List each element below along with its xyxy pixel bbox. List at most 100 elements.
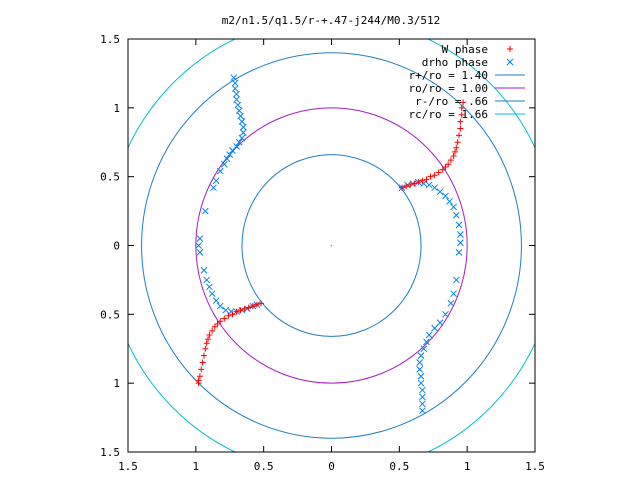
data-point [205, 336, 212, 343]
data-point [445, 161, 452, 168]
data-point [447, 157, 454, 164]
data-point [231, 85, 239, 92]
data-point [417, 372, 425, 380]
data-point [420, 345, 428, 353]
data-point [457, 118, 464, 125]
data-series [195, 74, 467, 415]
data-point [425, 331, 433, 339]
data-point [237, 112, 244, 120]
data-point [233, 308, 240, 315]
legend-label: r+/ro = 1.40 [409, 69, 488, 82]
data-point [427, 173, 434, 180]
legend-label: rc/ro = 1.66 [409, 108, 488, 121]
data-point [239, 123, 247, 131]
data-point [442, 192, 449, 200]
y-tick-label: 1 [113, 377, 120, 390]
x-tick-label: 1 [464, 460, 471, 473]
data-point [419, 407, 426, 415]
series-drho-phase [195, 74, 464, 415]
data-point [237, 307, 244, 314]
chart-title: m2/n1.5/q1.5/r-+.47-j244/M0.3/512 [222, 14, 441, 27]
data-point [195, 242, 202, 249]
center-point [330, 244, 333, 247]
y-tick-label: 1.5 [100, 446, 120, 459]
data-point [238, 118, 246, 125]
data-point [227, 308, 235, 315]
legend-label: W phase [442, 43, 488, 56]
data-point [235, 138, 243, 146]
data-point [206, 331, 213, 338]
y-tick-label: 0.5 [100, 171, 120, 184]
data-point [431, 324, 438, 332]
data-point [241, 305, 248, 312]
x-tick-label: 1 [193, 460, 200, 473]
data-point [442, 310, 449, 318]
data-point [212, 177, 220, 185]
series-w-phase [195, 99, 467, 387]
data-point [253, 301, 260, 308]
data-point [439, 166, 446, 173]
reference-circles [128, 39, 535, 452]
data-point [234, 101, 242, 109]
data-point [420, 180, 428, 187]
data-point [415, 179, 422, 186]
data-point [450, 203, 457, 211]
data-point [245, 304, 252, 311]
data-point [211, 323, 218, 330]
legend-entry: drho phase [422, 56, 514, 69]
data-point [223, 155, 231, 163]
y-tick-label: 0.5 [100, 308, 120, 321]
data-point [208, 290, 216, 298]
legend-marker [507, 46, 513, 52]
data-point [226, 151, 234, 158]
data-point [203, 276, 211, 284]
data-point [202, 345, 209, 352]
data-point [200, 352, 207, 359]
data-point [229, 147, 236, 154]
data-point [431, 184, 438, 192]
data-point [199, 359, 206, 366]
data-point [196, 249, 204, 256]
legend-label: ro/ro = 1.00 [409, 82, 488, 95]
data-point [209, 327, 216, 334]
y-tick-label: 0 [113, 240, 120, 253]
data-point [238, 134, 246, 142]
data-point [235, 107, 243, 114]
data-point [450, 153, 457, 160]
data-point [217, 318, 224, 325]
x-tick-label: 1.5 [525, 460, 545, 473]
data-point [425, 181, 433, 189]
data-point [230, 74, 238, 81]
data-point [442, 164, 449, 171]
data-point [457, 125, 464, 132]
data-point [456, 132, 463, 139]
legend-entry: r-/ro = .66 [415, 95, 525, 108]
data-point [231, 79, 239, 87]
data-point [411, 180, 418, 187]
circle-r-ro [141, 52, 522, 439]
data-point [239, 129, 247, 136]
legend-entry: W phase [442, 43, 513, 56]
data-point [257, 300, 264, 307]
legend-label: r-/ro = .66 [415, 95, 488, 108]
data-point [210, 184, 217, 192]
data-point [451, 148, 458, 155]
data-point [458, 104, 465, 111]
data-point [222, 306, 230, 314]
data-point [455, 221, 463, 229]
data-point [198, 366, 205, 373]
y-tick-label: 1 [113, 102, 120, 115]
data-point [419, 386, 426, 394]
data-point [201, 207, 209, 215]
data-point [419, 393, 426, 401]
axis-ticks: 1.5 1 0.5 0 0.5 1 1.51.510.500.511.5 [100, 33, 545, 473]
circle-r-ro [241, 154, 422, 337]
data-point [457, 231, 464, 238]
data-point [403, 183, 410, 190]
data-point [436, 319, 444, 326]
data-point [206, 283, 213, 291]
data-point [196, 235, 204, 242]
data-point [435, 169, 442, 176]
x-tick-label: 0.5 [254, 460, 274, 473]
